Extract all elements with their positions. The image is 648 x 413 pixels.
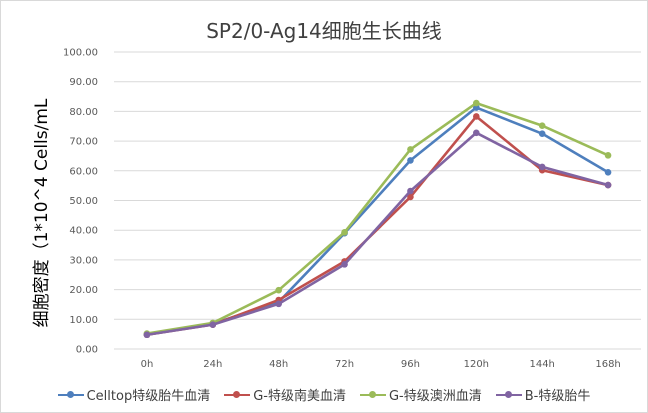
series-line (146, 101, 609, 335)
data-point (407, 146, 414, 153)
x-tick-label: 72h (335, 359, 354, 370)
y-tick-label: 50.00 (69, 196, 98, 207)
data-point (538, 122, 546, 129)
legend-item: G-特级澳洲血清 (359, 385, 482, 404)
data-point (209, 321, 217, 328)
data-point (407, 193, 414, 201)
legend-swatch (359, 390, 386, 400)
series-group (143, 104, 612, 339)
y-axis-ticks: 0.00 10.00 20.00 30.00 40.00 50.00 60.00 70.00 8… (63, 48, 98, 356)
series-line (146, 115, 609, 337)
data-point (407, 157, 414, 164)
data-point (341, 228, 348, 236)
x-tick-label: 24h (203, 359, 222, 370)
x-tick-label: 144h (529, 359, 554, 370)
series-line (146, 131, 609, 337)
data-point (275, 300, 282, 308)
legend-item: B-特级胎牛 (495, 385, 591, 404)
y-tick-label: 0.00 (76, 345, 98, 356)
data-point (473, 99, 480, 107)
legend-label: B-特级胎牛 (524, 389, 591, 404)
data-point (604, 168, 612, 176)
data-point (341, 261, 348, 268)
y-tick-label: 60.00 (69, 166, 98, 177)
data-point (538, 130, 546, 137)
y-tick-label: 90.00 (69, 77, 98, 88)
y-tick-label: 100.00 (63, 48, 98, 59)
series-group (143, 129, 612, 339)
x-tick-label: 168h (595, 359, 620, 370)
data-point (538, 163, 546, 171)
y-tick-label: 40.00 (69, 226, 98, 237)
y-tick-label: 20.00 (69, 285, 98, 296)
x-tick-label: 48h (269, 359, 288, 370)
data-point (143, 331, 151, 339)
x-axis-ticks: 0h 24h 48h 72h 96h 120h 144h 168h (141, 359, 621, 370)
legend-label: G-特级澳洲血清 (388, 389, 482, 404)
legend-label: Celltop特级胎牛血清 (86, 389, 211, 404)
series-group (143, 113, 612, 339)
x-tick-label: 120h (464, 359, 489, 370)
y-tick-label: 80.00 (69, 107, 98, 118)
legend-label: G-特级南美血清 (253, 389, 346, 404)
y-tick-label: 30.00 (69, 255, 98, 266)
line-chart: 0.00 10.00 20.00 30.00 40.00 50.00 60.00 70.00 8… (32, 48, 641, 370)
y-tick-label: 70.00 (69, 137, 98, 148)
x-tick-label: 96h (401, 359, 420, 370)
data-point (473, 113, 480, 120)
legend-swatch (495, 390, 522, 400)
series-line (146, 106, 609, 337)
chart-title: SP2/0-Ag14细胞生长曲线 (206, 19, 442, 43)
data-point (275, 286, 282, 294)
data-point (407, 187, 414, 195)
gridlines (114, 51, 641, 350)
legend-swatch (224, 390, 251, 400)
legend-swatch (57, 390, 84, 400)
y-axis-title: 细胞密度（1*10^4 Cells/mL (32, 98, 52, 327)
data-point (473, 129, 480, 137)
series-lines (143, 99, 612, 339)
x-tick-label: 0h (141, 359, 154, 370)
legend-item: G-特级南美血清 (224, 385, 346, 404)
data-point (604, 152, 612, 159)
data-point (604, 181, 612, 189)
legend-item: Celltop特级胎牛血清 (57, 385, 211, 404)
y-tick-label: 10.00 (69, 315, 98, 326)
legend: Celltop特级胎牛血清 G-特级南美血清 G-特级澳洲血清 B-特级胎牛 (1, 385, 647, 404)
